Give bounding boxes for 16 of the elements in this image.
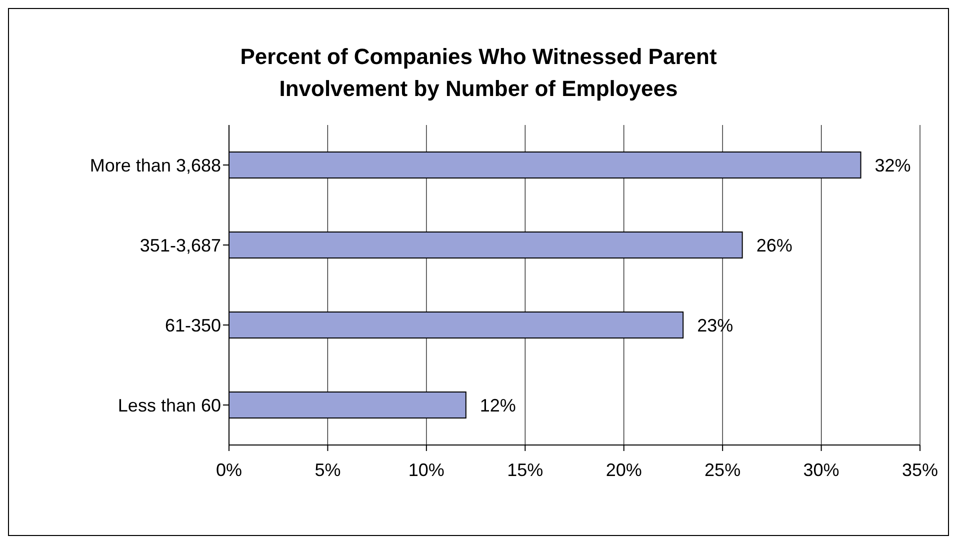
x-tick-label: 25% (704, 460, 741, 480)
x-tick-label: 30% (803, 460, 840, 480)
x-tick-label: 15% (507, 460, 544, 480)
x-tick-label: 5% (314, 460, 341, 480)
data-label: 32% (874, 155, 911, 176)
x-tick-label: 20% (606, 460, 642, 480)
data-label: 26% (756, 235, 792, 256)
x-tick-label: 10% (408, 460, 444, 480)
x-tick-label: 35% (902, 460, 938, 480)
y-tick-label: More than 3,688 (90, 155, 221, 176)
data-label: 12% (480, 395, 516, 416)
y-tick-label: Less than 60 (118, 395, 221, 416)
y-tick-label: 351-3,687 (140, 235, 221, 256)
chart-title: Percent of Companies Who Witnessed Parent Involvement by Number of Employees (239, 43, 718, 103)
y-tick-label: 61-350 (164, 315, 221, 336)
x-tick-label: 0% (216, 460, 242, 480)
